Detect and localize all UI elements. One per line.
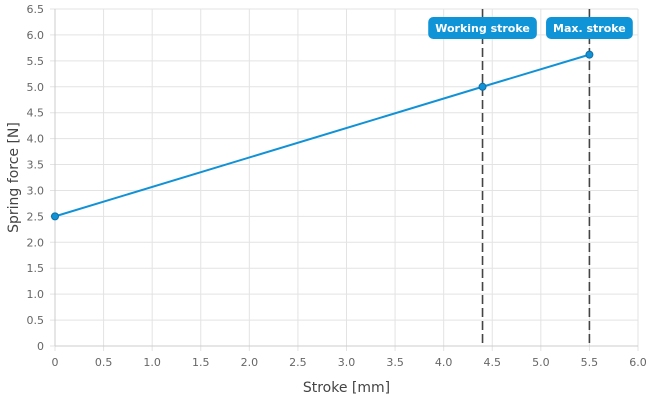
x-tick-label: 6.0 <box>629 356 647 369</box>
y-tick-label: 1.0 <box>27 288 45 301</box>
series-line <box>54 53 590 218</box>
marker-badge: Max. stroke <box>546 17 633 39</box>
x-tick-label: 2.0 <box>241 356 259 369</box>
grid <box>50 8 639 351</box>
y-tick-label: 6.5 <box>27 3 45 16</box>
y-tick-label: 0.5 <box>27 314 45 327</box>
x-tick-label: 5.5 <box>581 356 599 369</box>
x-tick-label: 3.5 <box>386 356 404 369</box>
y-tick-label: 3.5 <box>27 159 45 172</box>
x-tick-label: 4.0 <box>435 356 453 369</box>
y-axis-title: Spring force [N] <box>6 122 22 233</box>
y-tick-label: 6.0 <box>27 29 45 42</box>
x-tick-label: 5.0 <box>532 356 550 369</box>
y-tick-label: 2.0 <box>27 236 45 249</box>
y-tick-label: 5.5 <box>27 55 45 68</box>
tick-labels: 0 0.5 1.0 1.5 2.0 2.5 3.0 3.5 4.0 4.5 5.0 5.5 6.0 0 0.… <box>27 3 647 369</box>
x-tick-label: 0 <box>52 356 59 369</box>
x-axis-title: Stroke [mm] <box>303 380 390 396</box>
data-point[interactable] <box>478 82 487 91</box>
x-tick-label: 0.5 <box>95 356 113 369</box>
y-tick-label: 4.5 <box>27 107 45 120</box>
x-tick-label: 1.0 <box>143 356 161 369</box>
marker-badge-label: Working stroke <box>435 22 530 35</box>
y-tick-label: 5.0 <box>27 81 45 94</box>
axes <box>54 9 638 347</box>
y-tick-label: 4.0 <box>27 133 45 146</box>
marker-badge: Working stroke <box>428 17 537 39</box>
marker-badge-label: Max. stroke <box>553 22 626 35</box>
y-tick-label: 3.0 <box>27 184 45 197</box>
x-tick-label: 3.0 <box>338 356 356 369</box>
data-point[interactable] <box>585 50 594 59</box>
y-tick-label: 0 <box>37 340 44 353</box>
x-tick-label: 1.5 <box>192 356 210 369</box>
marker-badge-bg <box>428 17 537 39</box>
data-point[interactable] <box>51 212 59 221</box>
marker-badge-bg <box>546 17 633 39</box>
y-tick-label: 1.5 <box>27 262 45 275</box>
y-tick-label: 2.5 <box>27 210 45 223</box>
x-tick-label: 2.5 <box>289 356 307 369</box>
series <box>51 50 594 221</box>
x-tick-label: 4.5 <box>484 356 502 369</box>
stroke-markers: Working stroke Max. stroke <box>428 9 633 346</box>
